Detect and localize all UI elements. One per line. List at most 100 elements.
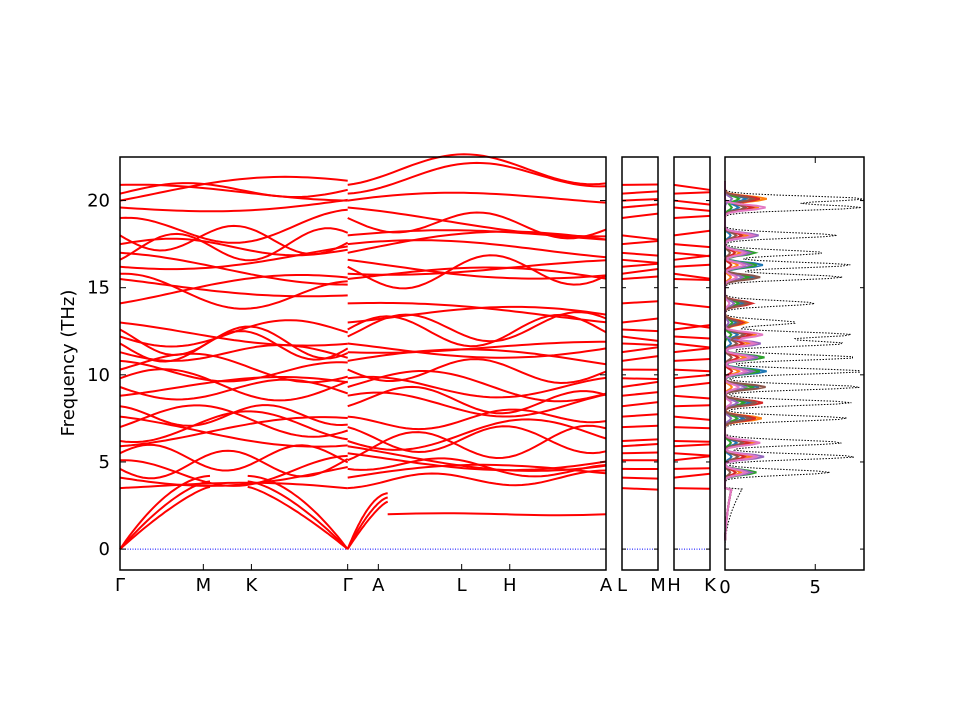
panel1-band-1 — [621, 476, 659, 480]
band-seg2-10 — [347, 425, 607, 455]
panel1-band-26 — [621, 240, 659, 246]
band-seg2-3 — [347, 469, 607, 490]
panel1-band-16 — [621, 342, 659, 346]
band-seg2-29 — [347, 239, 607, 259]
panel2-band-18 — [673, 324, 711, 331]
panel1-band-21 — [621, 275, 659, 280]
band-seg2-34 — [347, 161, 607, 195]
band-seg2-8 — [347, 445, 607, 472]
panel1-band-24 — [621, 258, 659, 264]
ytick-label-20: 20 — [87, 191, 110, 212]
band-seg2-15 — [347, 375, 607, 399]
seg2-left-acoustic-1 — [346, 496, 388, 550]
panel2-band-1 — [673, 472, 711, 479]
panel2-band-15 — [673, 347, 711, 354]
band-seg2-26 — [347, 254, 607, 290]
panel1-band-8 — [621, 413, 659, 418]
panel1-band-0 — [621, 487, 659, 491]
band-seg2-13 — [347, 391, 607, 418]
xtick-label-main-1-4: A — [600, 575, 613, 596]
panel1-band-7 — [621, 424, 659, 429]
seg1-left-acoustic-0 — [119, 485, 211, 550]
panel2-band-11 — [673, 381, 711, 389]
band-seg2-18 — [347, 340, 606, 354]
axis-ticks — [119, 157, 864, 570]
band-seg1-17 — [119, 359, 348, 383]
panel1-band-31 — [621, 190, 659, 195]
band-seg2-9 — [347, 418, 607, 451]
band-seg2-31 — [347, 211, 607, 240]
y-axis-label: Frequency (THz) — [58, 290, 79, 437]
band-seg1-27 — [119, 227, 349, 262]
band-seg1-24 — [119, 278, 348, 298]
xtick-label-p2-1: K — [704, 575, 717, 596]
panel-frame-0 — [119, 156, 607, 571]
band-seg2-19 — [347, 342, 607, 359]
panel2-band-10 — [673, 394, 711, 400]
seg2-left-acoustic-0 — [346, 500, 389, 550]
panel1-band-18 — [621, 328, 659, 333]
seg2-left-acoustic-2 — [346, 492, 388, 550]
panel2-band-27 — [673, 229, 711, 237]
panel2-band-13 — [673, 368, 711, 373]
band-seg1-16 — [119, 352, 348, 384]
band-seg1-6 — [120, 454, 348, 487]
total-dos-curve — [724, 179, 865, 550]
panel2-band-20 — [673, 302, 711, 309]
band-seg1-28 — [119, 251, 348, 286]
band-seg2-6 — [347, 424, 607, 462]
panel1-band-15 — [621, 346, 659, 354]
panel2-band-26 — [673, 243, 711, 249]
panel2-band-22 — [673, 272, 711, 280]
panel2-band-7 — [673, 426, 711, 430]
panel2-band-29 — [673, 206, 711, 212]
band-seg2-7 — [347, 452, 607, 472]
panel1-band-12 — [621, 377, 659, 380]
panel2-band-2 — [673, 467, 711, 470]
ytick-label-15: 15 — [87, 278, 110, 299]
panel2-band-5 — [673, 443, 711, 448]
panel2-band-3 — [673, 455, 711, 462]
panel1-band-17 — [621, 335, 659, 342]
seg1-right-acoustic-0 — [247, 485, 349, 550]
panel1-band-27 — [621, 234, 659, 241]
panel2-band-8 — [673, 415, 711, 421]
band-seg1-7 — [119, 443, 349, 472]
band-seg1-3 — [119, 481, 348, 490]
band-seg2-11 — [347, 408, 607, 431]
panel2-band-4 — [673, 452, 711, 457]
ytick-label-0: 0 — [99, 539, 110, 560]
seg1-left-acoustic-1 — [119, 480, 211, 550]
band-seg1-32 — [119, 198, 348, 213]
band-seg1-21 — [119, 325, 349, 360]
panel1-band-19 — [621, 317, 659, 324]
band-seg2-16 — [347, 358, 607, 385]
panel1-band-4 — [621, 451, 659, 455]
seg1-left-acoustic-2 — [119, 474, 211, 550]
acoustic-branch-A — [387, 512, 607, 517]
xtick-label-main-1-3: H — [503, 575, 517, 596]
panel1-band-9 — [621, 401, 659, 408]
band-seg2-12 — [347, 385, 607, 415]
band-seg1-23 — [119, 274, 348, 305]
seg1-right-acoustic-1 — [247, 480, 349, 550]
panel1-band-5 — [621, 442, 659, 448]
xtick-label-main-1-1: A — [372, 575, 385, 596]
band-seg1-11 — [119, 415, 348, 448]
dos-xtick-label-5: 5 — [810, 577, 821, 598]
panel2-band-21 — [673, 277, 711, 282]
xtick-label-p1-1: M — [650, 575, 666, 596]
panel-frames — [119, 156, 865, 571]
panel2-band-14 — [673, 357, 711, 362]
panel1-band-14 — [621, 355, 659, 362]
panel2-band-19 — [673, 321, 711, 329]
band-seg1-15 — [119, 368, 349, 402]
xtick-label-p1-0: L — [617, 575, 627, 596]
panel1-band-28 — [621, 212, 659, 219]
panel2-band-32 — [673, 183, 711, 191]
dos-xtick-label-0: 0 — [719, 577, 730, 598]
band-seg2-14 — [347, 370, 607, 403]
panel-frame-2 — [673, 156, 711, 571]
panel1-band-20 — [621, 300, 659, 305]
